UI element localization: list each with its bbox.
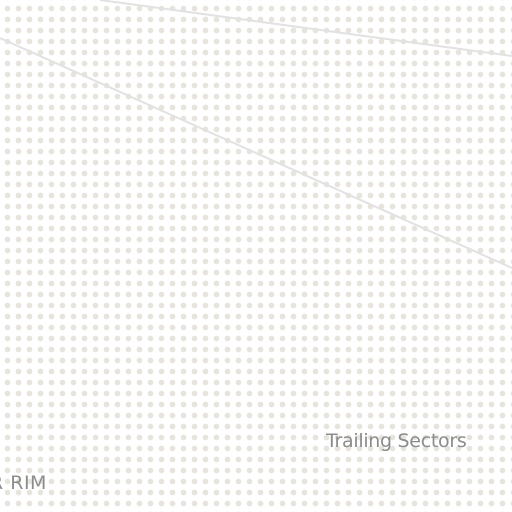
region-label-trailing-sectors: Trailing Sectors [326, 430, 467, 452]
road-line-upper [99, 0, 512, 57]
road-line-diagonal [0, 37, 512, 269]
region-label-partial: R RIM [0, 472, 47, 494]
